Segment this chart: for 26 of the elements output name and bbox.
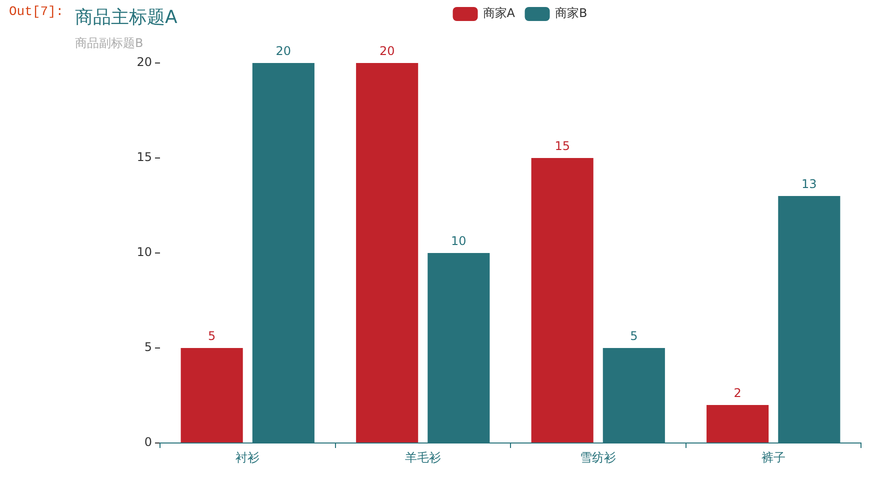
legend-label: 商家A [482, 5, 515, 22]
bar [706, 405, 769, 442]
bar [180, 348, 243, 442]
data-label: 5 [630, 329, 638, 344]
y-tick-label: 0 [144, 435, 152, 450]
x-tick-label: 羊毛衫 [404, 450, 441, 464]
x-tick-label: 雪纺衫 [580, 450, 616, 464]
chart-title: 商品主标题A [75, 6, 178, 29]
text: Out[7]: [9, 4, 64, 19]
data-label: 15 [554, 139, 570, 154]
x-tick-label: 裤子 [761, 450, 786, 464]
data-label: 10 [451, 234, 466, 248]
y-tick-label: 20 [136, 55, 152, 70]
data-label: 5 [208, 329, 216, 344]
bar [531, 158, 594, 442]
data-label: 13 [802, 177, 817, 192]
chart-subtitle: 商品副标题B [75, 35, 144, 52]
y-tick-label: 15 [136, 150, 152, 164]
y-tick-label: 10 [136, 245, 152, 260]
data-label: 2 [734, 386, 742, 400]
y-tick-label: 5 [144, 340, 152, 354]
legend-label: 商家B [554, 5, 588, 22]
data-label: 20 [276, 44, 292, 58]
bar [356, 63, 418, 442]
data-label: 20 [379, 44, 395, 58]
x-tick-label: 衬衫 [236, 450, 260, 464]
